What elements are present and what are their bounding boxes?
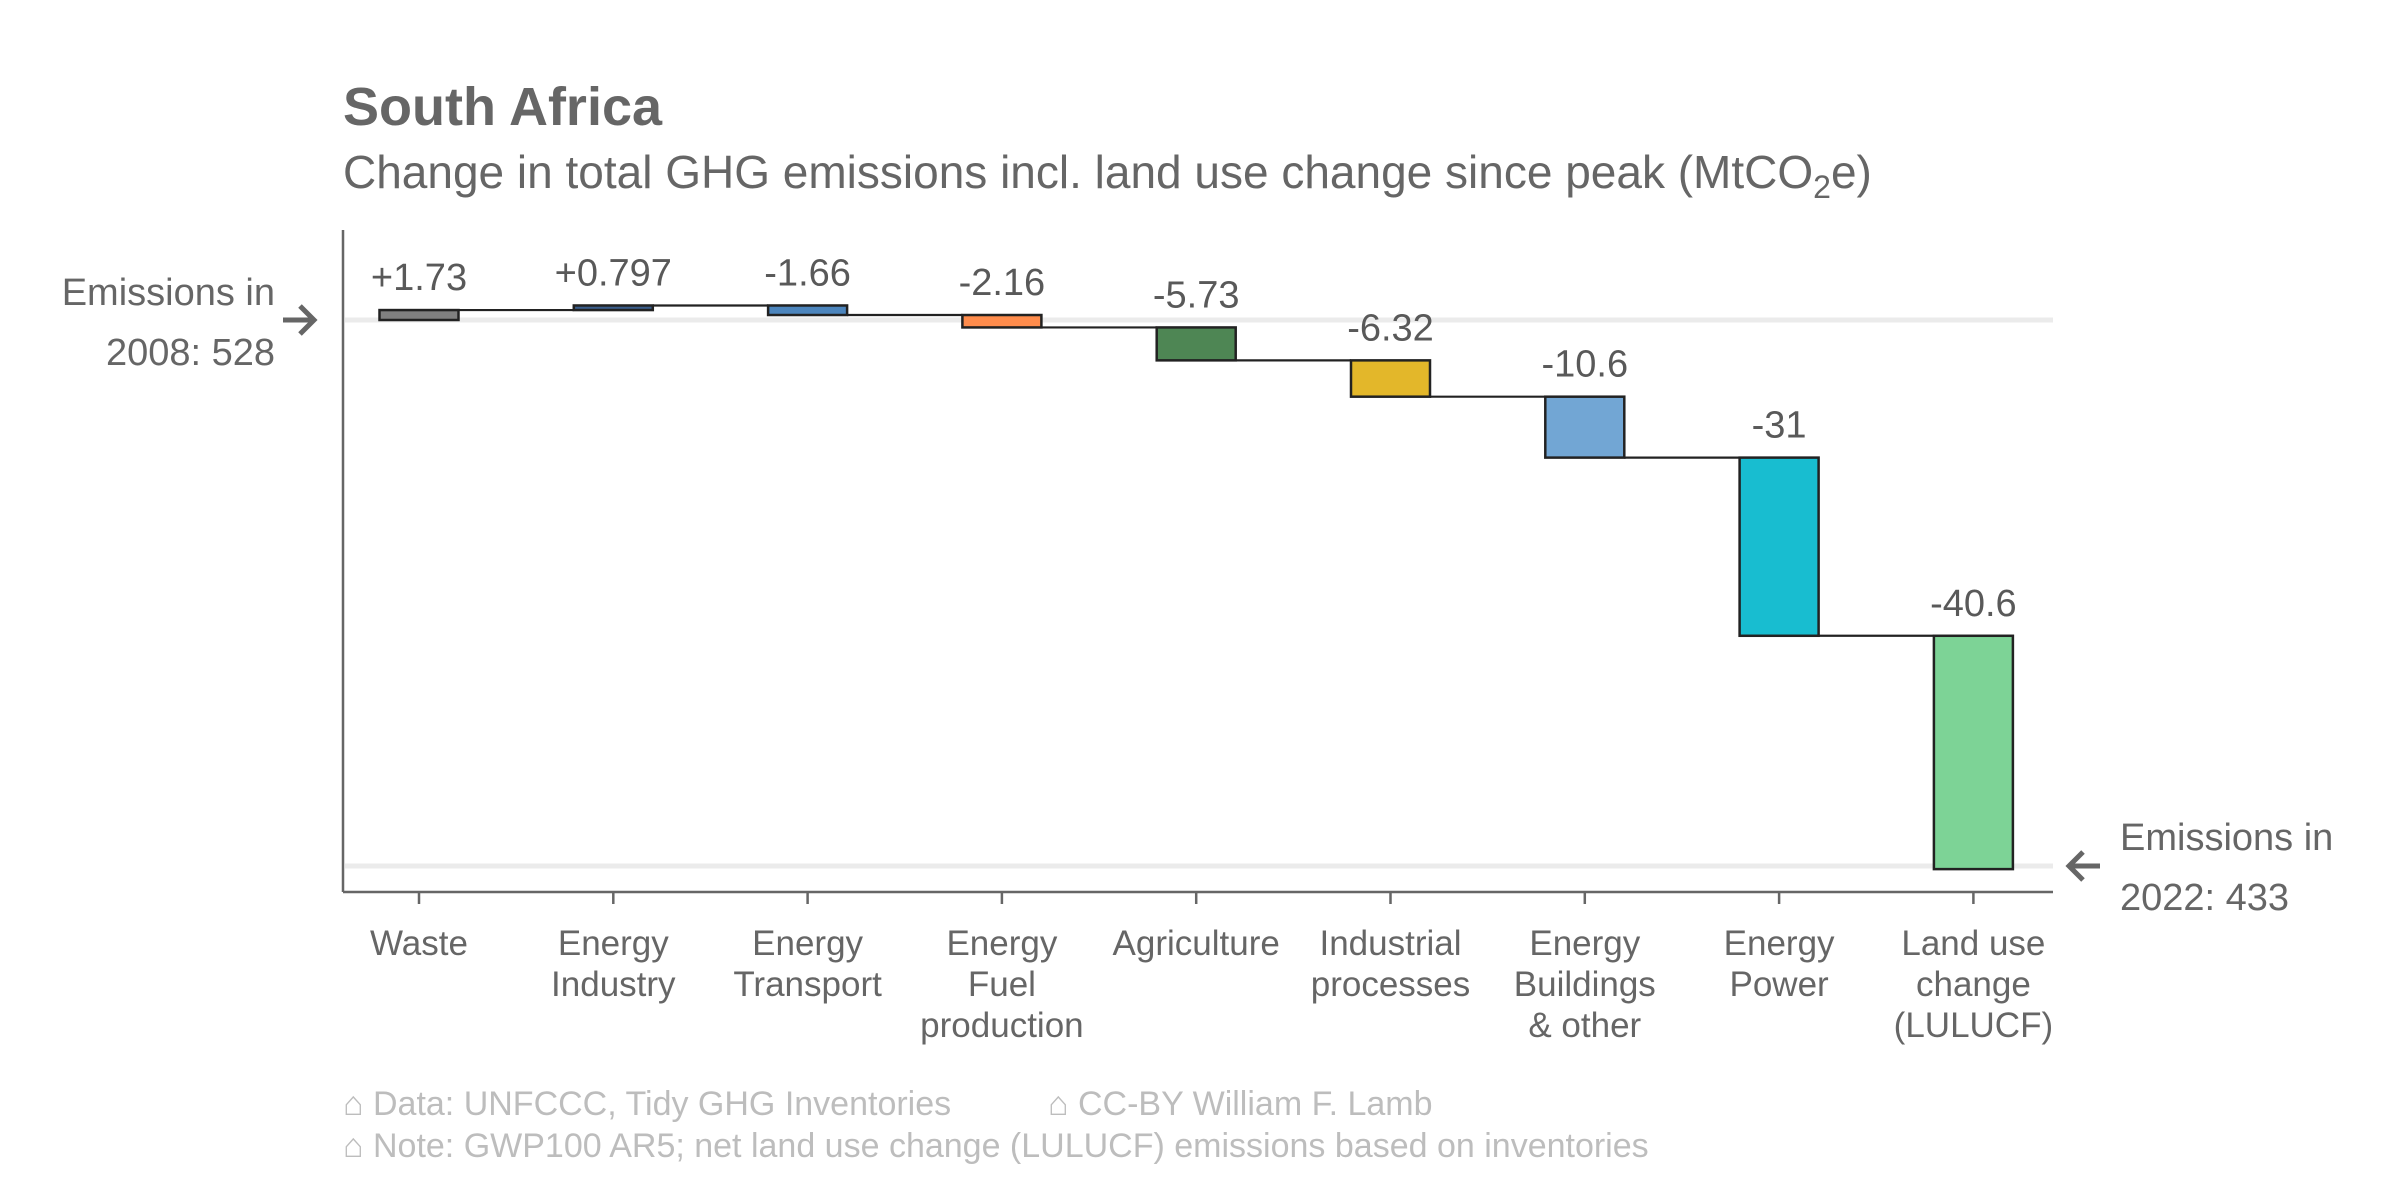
value-label-8: -40.6: [1930, 583, 2017, 625]
x-axis-ticks: [417, 892, 1975, 904]
tick-label-4: Agriculture: [1113, 924, 1280, 963]
value-label-6: -10.6: [1541, 344, 1628, 386]
value-labels: +1.73 +0.797 -1.66 -2.16 -5.73 -6.32 -10.6 -31 -…: [371, 252, 2017, 624]
tick-label-6: Energy Buildings & other: [1514, 924, 1656, 1045]
tick-label-line: Energy: [946, 924, 1057, 963]
caption-license: ⌂ CC-BY William F. Lamb: [1048, 1085, 1433, 1123]
right-arrow-icon: [283, 304, 318, 336]
value-label-1: +0.797: [555, 252, 672, 294]
value-label-0: +1.73: [371, 257, 467, 299]
tick-label-line: Buildings: [1514, 965, 1656, 1004]
tick-label-7: Energy Power: [1724, 924, 1835, 1004]
bar-3: [961, 313, 1043, 329]
value-label-2: -1.66: [764, 252, 851, 294]
tick-label-line: Waste: [370, 924, 468, 963]
value-label-7: -31: [1752, 405, 1807, 447]
tick-label-line: Transport: [733, 965, 882, 1004]
end-label-line2: 2022: 433: [2120, 877, 2289, 919]
end-annotation: Emissions in 2022: 433: [2065, 817, 2333, 919]
value-label-5: -6.32: [1347, 307, 1434, 349]
start-annotation: Emissions in 2008: 528: [62, 272, 318, 374]
chart-title: South Africa: [343, 77, 663, 137]
bar-0: [378, 308, 460, 322]
gridlines: [345, 317, 2053, 869]
subtitle-main: Change in total GHG emissions incl. land…: [343, 146, 1813, 198]
tick-label-line: Energy: [752, 924, 863, 963]
bars: [378, 304, 2015, 871]
connector-lines: [458, 304, 1934, 637]
left-arrow-icon: [2065, 850, 2100, 882]
start-label-line1: Emissions in: [62, 272, 275, 314]
tick-label-line: Fuel: [968, 965, 1036, 1004]
caption-data-source: ⌂ Data: UNFCCC, Tidy GHG Inventories: [343, 1085, 951, 1123]
tick-label-line: production: [920, 1006, 1083, 1045]
tick-label-5: Industrial processes: [1311, 924, 1471, 1004]
value-label-3: -2.16: [959, 262, 1046, 304]
caption-note: ⌂ Note: GWP100 AR5; net land use change …: [343, 1127, 1649, 1165]
bar-7: [1738, 456, 1820, 638]
bar-1: [572, 304, 655, 312]
tick-label-line: Energy: [1724, 924, 1835, 963]
subtitle-end: e): [1831, 146, 1872, 198]
tick-label-line: Agriculture: [1113, 924, 1280, 963]
tick-label-3: Energy Fuel production: [920, 924, 1083, 1045]
start-label-line2: 2008: 528: [106, 332, 275, 374]
tick-label-line: Industry: [551, 965, 676, 1004]
tick-label-line: Industrial: [1319, 924, 1461, 963]
tick-label-1: Energy Industry: [551, 924, 676, 1004]
tick-label-line: (LULUCF): [1894, 1006, 2053, 1045]
tick-label-line: Energy: [1529, 924, 1640, 963]
tick-label-line: Energy: [558, 924, 669, 963]
end-label-line1: Emissions in: [2120, 817, 2333, 859]
bar-6: [1544, 395, 1626, 459]
tick-label-2: Energy Transport: [733, 924, 882, 1004]
bar-2: [766, 304, 849, 317]
bar-5: [1349, 359, 1432, 398]
subtitle-subscript: 2: [1813, 169, 1831, 205]
bar-4: [1155, 326, 1237, 362]
tick-label-line: & other: [1528, 1006, 1641, 1045]
chart-subtitle: Change in total GHG emissions incl. land…: [343, 146, 1872, 205]
value-label-4: -5.73: [1153, 274, 1240, 316]
tick-label-line: Land use: [1901, 924, 2045, 963]
tick-label-line: change: [1916, 965, 2031, 1004]
tick-label-0: Waste: [370, 924, 468, 963]
bar-8: [1932, 634, 2015, 871]
tick-label-line: processes: [1311, 965, 1471, 1004]
tick-label-line: Power: [1729, 965, 1829, 1004]
tick-label-8: Land use change (LULUCF): [1894, 924, 2053, 1045]
